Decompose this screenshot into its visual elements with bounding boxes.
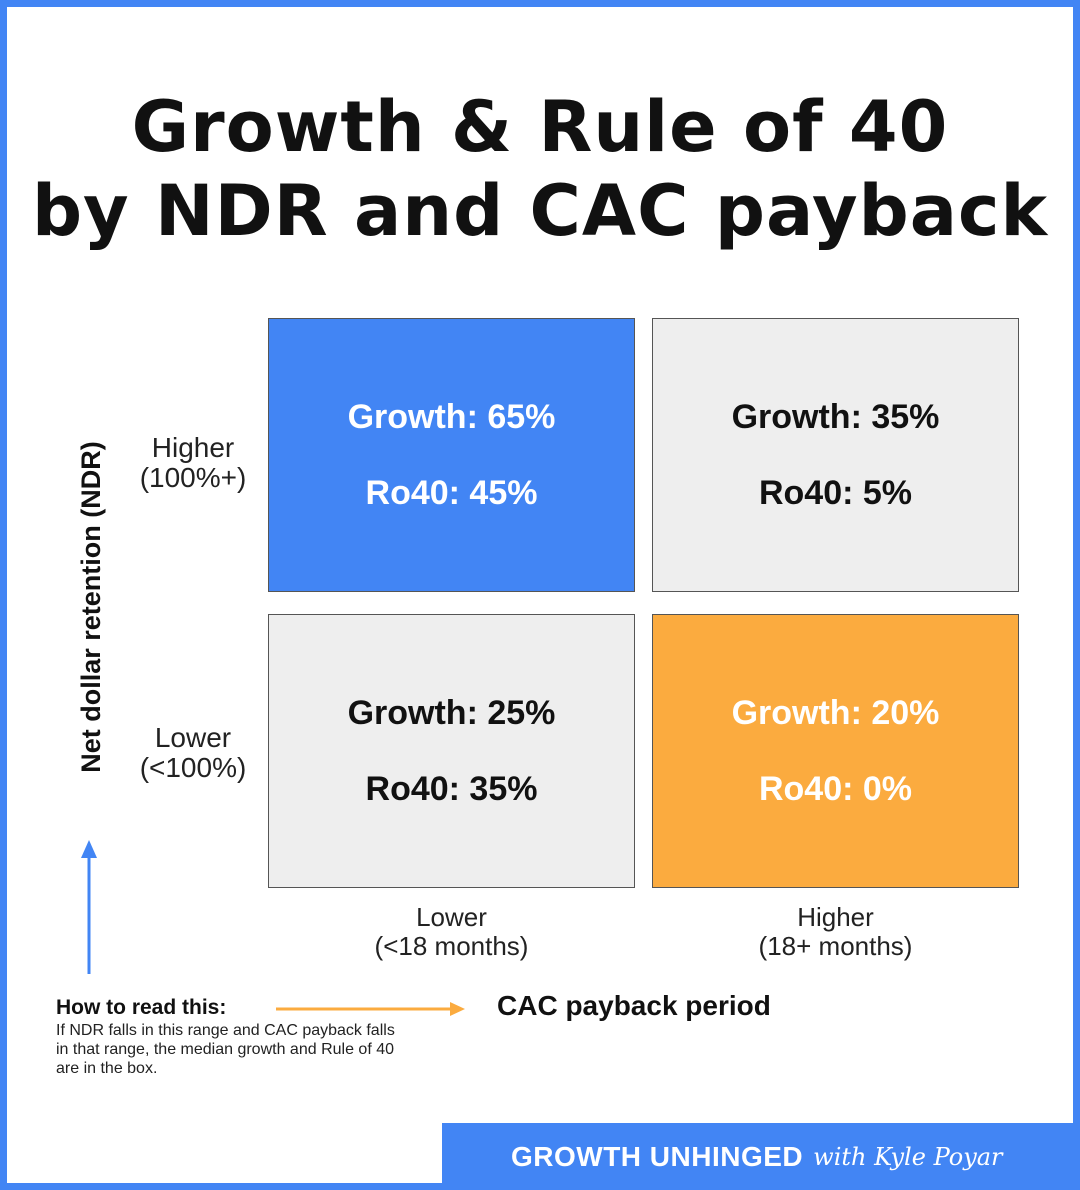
cell-higher-ndr-lower-cac: Growth: 65% Ro40: 45% xyxy=(268,318,635,592)
x-axis-arrow-icon xyxy=(276,1002,465,1016)
row-label-higher-text: Higher xyxy=(151,432,235,463)
row-label-lower-range: (<100%) xyxy=(139,752,247,783)
row-label-higher-range: (100%+) xyxy=(139,462,247,493)
cell-growth: Growth: 25% xyxy=(347,694,556,732)
column-label-lower: Lower (<18 months) xyxy=(268,903,635,961)
column-label-lower-text: Lower xyxy=(416,902,487,932)
column-label-higher-text: Higher xyxy=(797,902,874,932)
row-label-lower: Lower (<100%) xyxy=(118,723,268,783)
footer-brand: GROWTH UNHINGED xyxy=(511,1140,804,1172)
howto-body: If NDR falls in this range and CAC payba… xyxy=(56,1022,395,1077)
column-label-higher: Higher (18+ months) xyxy=(652,903,1019,961)
row-label-higher: Higher (100%+) xyxy=(118,433,268,493)
cell-lower-ndr-higher-cac: Growth: 20% Ro40: 0% xyxy=(652,614,1019,888)
cell-growth: Growth: 35% xyxy=(731,398,940,436)
footer-banner: GROWTH UNHINGED with Kyle Poyar xyxy=(442,1123,1080,1190)
cell-ro40: Ro40: 35% xyxy=(365,770,538,808)
column-label-lower-range: (<18 months) xyxy=(374,931,529,961)
footer-byline: with Kyle Poyar xyxy=(813,1142,1003,1171)
cell-higher-ndr-higher-cac: Growth: 35% Ro40: 5% xyxy=(652,318,1019,592)
howto-title: How to read this: xyxy=(56,996,227,1019)
title-line-2: by NDR and CAC payback xyxy=(31,170,1049,252)
cell-growth: Growth: 65% xyxy=(347,398,556,436)
cell-ro40: Ro40: 0% xyxy=(758,770,913,808)
column-label-higher-range: (18+ months) xyxy=(758,931,913,961)
x-axis-label: CAC payback period xyxy=(497,990,771,1021)
cell-ro40: Ro40: 5% xyxy=(758,474,913,512)
title-line-1: Growth & Rule of 40 xyxy=(131,86,949,168)
row-label-lower-text: Lower xyxy=(154,722,232,753)
cell-lower-ndr-lower-cac: Growth: 25% Ro40: 35% xyxy=(268,614,635,888)
cell-ro40: Ro40: 45% xyxy=(365,474,538,512)
cell-growth: Growth: 20% xyxy=(731,694,940,732)
y-axis-arrow-icon xyxy=(81,840,97,974)
